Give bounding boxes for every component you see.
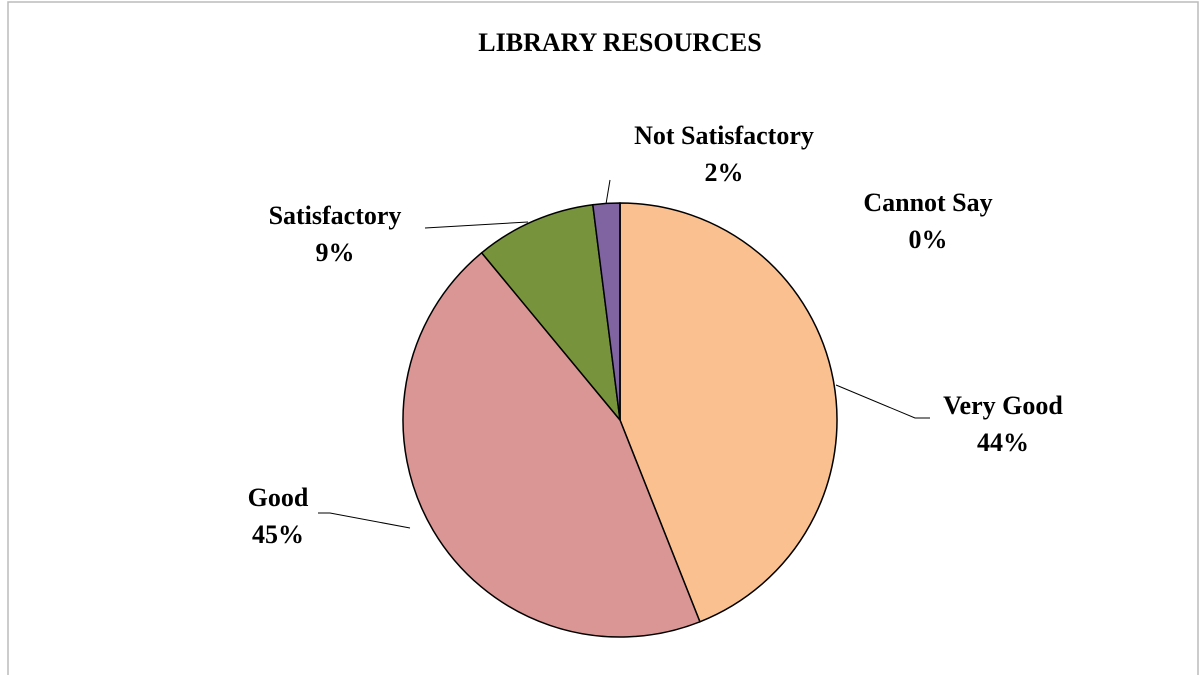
slice-label: Satisfactory [269, 201, 402, 230]
slice-value-label: 45% [252, 520, 304, 549]
leader-line [835, 384, 930, 419]
slice-label: Good [248, 483, 309, 512]
leader-line [318, 512, 411, 529]
leader-line [605, 179, 611, 205]
pie-slice [480, 203, 622, 423]
slice-value-label: 0% [909, 225, 948, 254]
pie-slice [402, 251, 701, 638]
slice-value-label: 44% [977, 428, 1029, 457]
chart-title: LIBRARY RESOURCES [478, 28, 761, 57]
slice-label: Cannot Say [863, 188, 992, 217]
slice-label: Not Satisfactory [634, 121, 814, 150]
slice-value-label: 9% [316, 238, 355, 267]
leader-line [424, 221, 529, 229]
pie-slice [619, 202, 838, 623]
chart-frame [7, 1, 1199, 675]
slice-label: Very Good [943, 391, 1063, 420]
slice-value-label: 2% [705, 158, 744, 187]
